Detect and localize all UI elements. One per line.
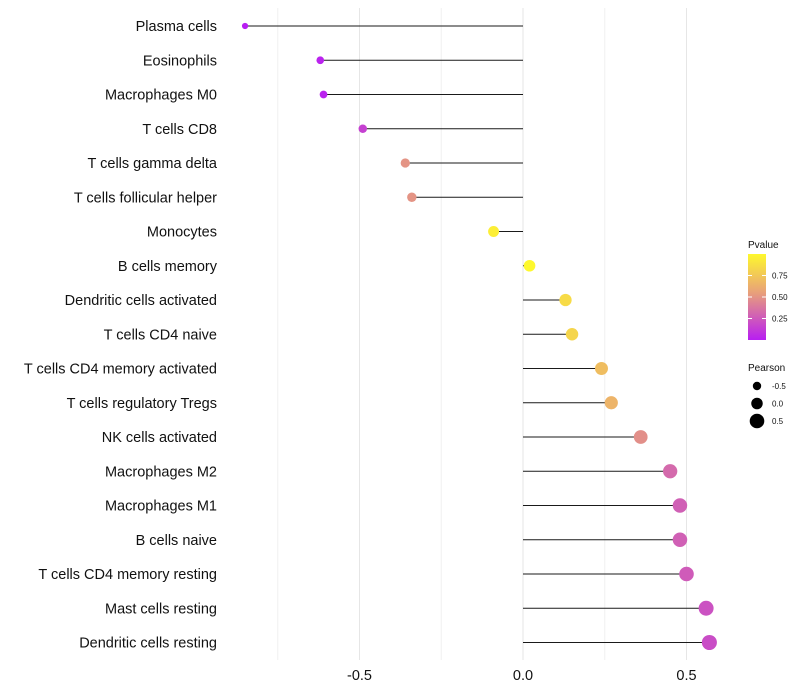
lollipop-dot (604, 396, 618, 410)
colorbar-tick-label: 0.75 (772, 272, 788, 281)
lollipop-stems (245, 25, 710, 643)
size-legend-dot (752, 381, 762, 391)
lollipop-dot (400, 158, 410, 168)
pearson-legend: Pearson -0.5 0.0 0.5 (748, 363, 786, 429)
category-label: Plasma cells (136, 19, 217, 35)
lollipop-dot (701, 634, 717, 651)
colorbar-tick-label: 0.25 (772, 315, 788, 324)
x-tick-label: -0.5 (347, 668, 372, 684)
lollipop-dot (559, 293, 572, 307)
x-tick-label: 0.0 (513, 668, 533, 684)
pvalue-colorbar (748, 254, 766, 340)
lollipop-dot (594, 362, 608, 375)
lollipop-dot (488, 226, 500, 237)
category-label: T cells CD4 memory resting (38, 567, 217, 583)
category-label: T cells CD4 naive (104, 327, 217, 343)
category-label: T cells follicular helper (74, 190, 217, 206)
lollipop-dot (316, 56, 325, 65)
size-legend-dot (751, 397, 763, 410)
size-legend-label: -0.5 (772, 382, 786, 391)
colorbar-tick-label: 0.50 (772, 293, 788, 302)
lollipop-dot (319, 90, 328, 99)
category-label: T cells CD8 (142, 122, 217, 138)
lollipop-dot (565, 328, 579, 341)
lollipop-dot (358, 124, 368, 133)
size-legend-dot (749, 413, 765, 429)
size-legend-label: 0.5 (772, 417, 784, 426)
category-label: Eosinophils (143, 53, 217, 69)
lollipop-dot (698, 600, 714, 616)
category-labels: Plasma cells Eosinophils Macrophages M0 T c… (24, 19, 218, 652)
size-legend-label: 0.0 (772, 400, 784, 409)
category-label: Macrophages M2 (105, 464, 217, 480)
category-label: Macrophages M0 (105, 88, 217, 104)
lollipop-dot (407, 192, 417, 202)
category-label: Monocytes (147, 225, 217, 241)
category-label: NK cells activated (102, 430, 217, 446)
category-label: T cells CD4 memory activated (24, 362, 217, 378)
category-label: Dendritic cells activated (65, 293, 217, 309)
lollipop-dot (523, 259, 536, 272)
category-label: T cells gamma delta (88, 156, 218, 172)
category-label: Mast cells resting (105, 601, 217, 617)
x-axis-ticks: -0.5 0.0 0.5 (347, 668, 697, 684)
lollipop-dots (241, 22, 717, 651)
lollipop-dot (672, 498, 688, 513)
category-label: B cells naive (136, 533, 217, 549)
lollipop-dot (663, 464, 678, 479)
pearson-legend-title: Pearson (748, 363, 785, 374)
pvalue-legend-title: Pvalue (748, 240, 779, 251)
x-tick-label: 0.5 (676, 668, 696, 684)
lollipop-dot (679, 566, 694, 582)
lollipop-dot (241, 22, 249, 30)
lollipop-dot (672, 532, 688, 547)
lollipop-dot (633, 430, 648, 444)
category-label: T cells regulatory Tregs (67, 396, 217, 412)
category-label: B cells memory (118, 259, 218, 275)
category-label: Dendritic cells resting (79, 636, 217, 652)
category-label: Macrophages M1 (105, 499, 217, 515)
gridlines (277, 8, 687, 660)
pvalue-legend: Pvalue 0.25 0.50 0.75 (748, 240, 788, 340)
